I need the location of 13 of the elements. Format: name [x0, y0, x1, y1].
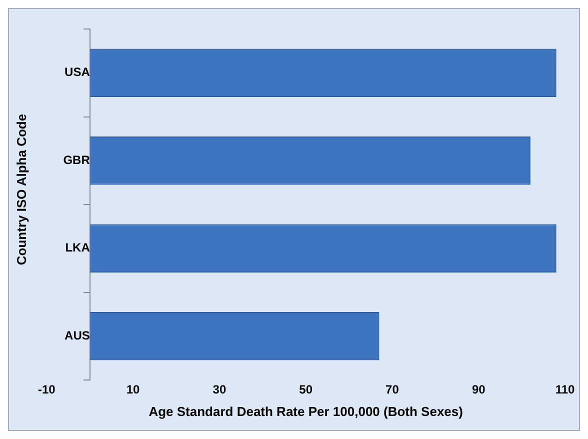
- x-tick-label: 10: [126, 382, 140, 397]
- y-tick-label: AUS: [64, 328, 90, 342]
- x-tick-label: 90: [472, 382, 486, 397]
- x-tick-label: -10: [38, 382, 56, 397]
- x-tick-label: 110: [555, 382, 576, 397]
- x-tick-label: 70: [386, 382, 400, 397]
- y-tick-label: LKA: [65, 240, 90, 255]
- x-tick-label: 50: [299, 382, 313, 397]
- x-tick-label: 30: [212, 382, 226, 397]
- x-axis-title: Age Standard Death Rate Per 100,000 (Both Sexes): [148, 404, 463, 419]
- y-tick-label: USA: [64, 65, 90, 80]
- y-tick-label: GBR: [63, 152, 90, 167]
- y-axis-title: Country ISO Alpha Code: [14, 113, 30, 265]
